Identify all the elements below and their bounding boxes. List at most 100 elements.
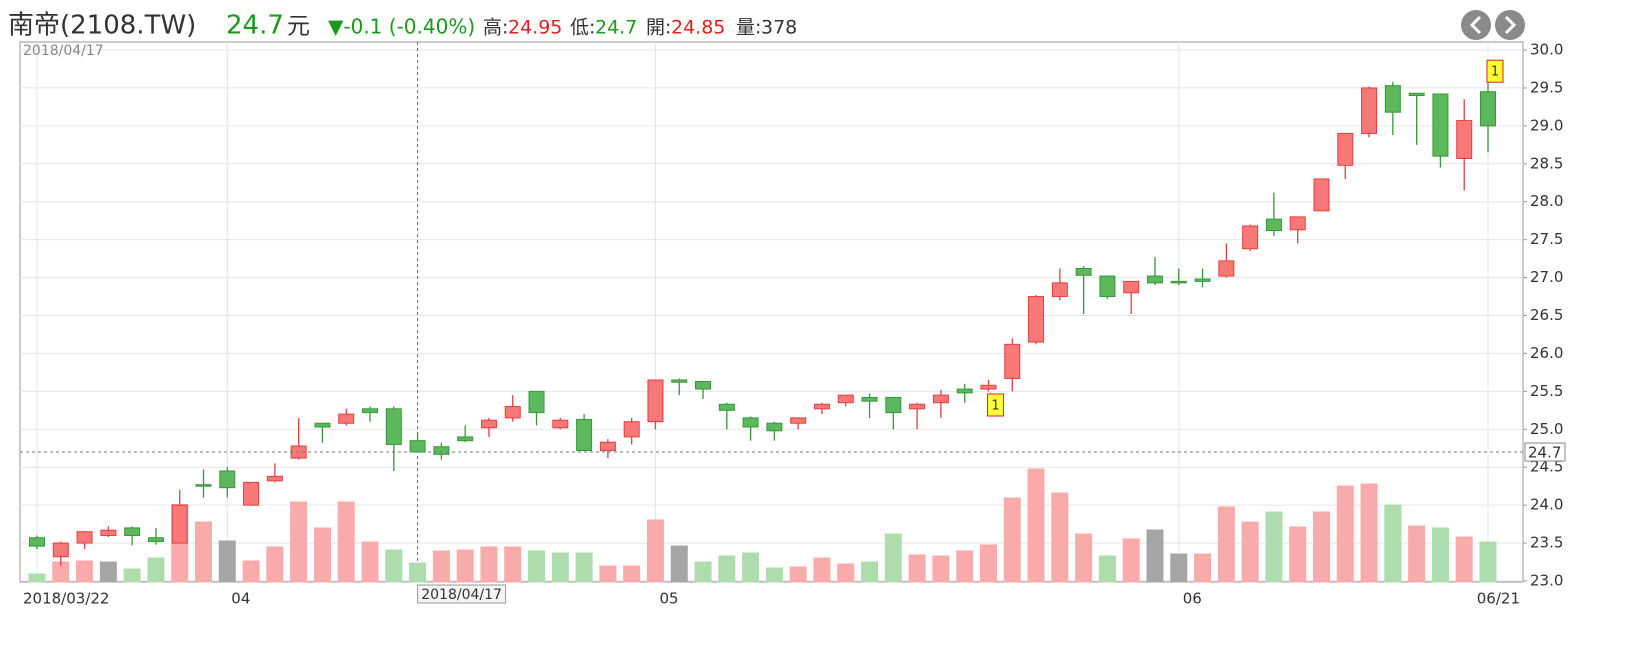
- volume-bar: [646, 519, 664, 583]
- y-tick-label: 28.5: [1530, 154, 1563, 172]
- candle-body: [623, 421, 640, 438]
- candle-body: [480, 419, 497, 429]
- candle-body: [1099, 275, 1116, 298]
- y-tick-label: 25.0: [1530, 420, 1563, 438]
- volume-bar: [1051, 492, 1069, 583]
- price-line-label: 24.7: [1528, 444, 1561, 462]
- candle-body: [980, 384, 997, 390]
- candle-body: [433, 446, 450, 455]
- candle-body: [1432, 93, 1449, 157]
- volume-bar: [861, 561, 879, 583]
- volume-bar: [789, 566, 807, 583]
- volume-bar: [242, 560, 260, 583]
- volume-bar: [1384, 504, 1402, 583]
- volume-bar: [1170, 553, 1188, 583]
- y-tick-label: 23.0: [1530, 572, 1563, 590]
- candle-body: [1194, 278, 1211, 282]
- stock-name: 南帝(2108.TW): [8, 11, 196, 41]
- volume-bar: [1122, 538, 1140, 583]
- candle-body: [409, 440, 426, 453]
- candle-body: [29, 537, 45, 547]
- candle-body: [100, 529, 117, 536]
- candle-body: [1051, 282, 1068, 298]
- x-tick-label: 05: [659, 590, 678, 608]
- volume-bar: [1241, 521, 1259, 583]
- price-line-box: [1524, 442, 1566, 462]
- x-tick-label: 04: [231, 590, 250, 608]
- y-tick-label: 24.0: [1530, 496, 1563, 514]
- candle-body: [1170, 280, 1187, 284]
- volume-bar: [195, 521, 213, 583]
- volume-bar: [480, 546, 498, 583]
- candle-body: [932, 394, 949, 404]
- x-tick-label: 2018/03/22: [23, 590, 109, 608]
- y-tick-label: 26.0: [1530, 344, 1563, 362]
- volume-bar: [1431, 527, 1449, 583]
- candle-body: [528, 390, 545, 414]
- volume-bar: [837, 563, 855, 583]
- candle-body: [1123, 280, 1140, 294]
- candle-body: [742, 417, 759, 428]
- volume-bar: [337, 501, 355, 583]
- volume-bar: [528, 550, 546, 583]
- open-label: 開:: [646, 17, 671, 39]
- grid: [20, 42, 1523, 582]
- volume-bar: [670, 545, 688, 583]
- candle-body: [1004, 343, 1021, 379]
- volume-bar: [599, 565, 617, 583]
- candle-body: [385, 408, 402, 445]
- volume-bar: [575, 552, 593, 583]
- y-tick-label: 29.0: [1530, 116, 1563, 134]
- crosshair-date: 2018/04/17: [421, 587, 502, 603]
- volume-bar: [1075, 533, 1093, 583]
- x-tick-label: 06/21: [1477, 590, 1520, 608]
- y-tick-label: 24.5: [1530, 458, 1563, 476]
- candle-body: [1218, 260, 1235, 277]
- volume-bar: [1146, 529, 1164, 583]
- high-label: 高:: [483, 17, 508, 39]
- candle-body: [1075, 267, 1092, 276]
- volume-bar: [266, 546, 284, 583]
- volume-bar: [456, 549, 474, 583]
- y-tick-label: 29.5: [1530, 78, 1563, 96]
- volume-bar: [742, 552, 760, 583]
- candle-body: [243, 481, 260, 506]
- candle-body: [718, 403, 735, 411]
- candle-body: [1337, 132, 1354, 166]
- candle-body: [790, 417, 807, 424]
- candle-body: [124, 527, 141, 536]
- high-value: 24.95: [508, 17, 562, 39]
- volume-bar: [28, 573, 46, 583]
- candle-body: [338, 413, 355, 424]
- candle-body: [956, 388, 973, 394]
- volume-bar: [1408, 525, 1426, 583]
- candle-body: [1456, 120, 1473, 159]
- event-marker: [1486, 59, 1504, 83]
- event-marker-label: 1: [991, 399, 999, 414]
- volume-bar: [1479, 541, 1497, 583]
- candle-body: [266, 475, 283, 482]
- price-change: ▼-0.1 (-0.40%): [328, 15, 475, 39]
- y-tick-label: 30.0: [1530, 41, 1563, 59]
- candle-body: [1408, 92, 1425, 97]
- volume-bar: [290, 501, 308, 583]
- candle-body: [1361, 87, 1378, 134]
- candle-body: [909, 403, 926, 410]
- candle-body: [195, 484, 212, 487]
- volume-bar: [361, 541, 379, 583]
- volume-bar: [1289, 526, 1307, 583]
- volume-bar: [551, 552, 569, 583]
- candle-body: [504, 406, 521, 419]
- volume-bar: [218, 540, 236, 583]
- next-button[interactable]: [1495, 10, 1525, 40]
- volume-bar: [123, 568, 141, 583]
- volume-bar: [99, 561, 117, 583]
- volume-bar: [1265, 511, 1283, 583]
- volume-bar: [956, 550, 974, 583]
- volume-bar: [432, 550, 450, 583]
- candle-body: [362, 408, 379, 414]
- volume-bar: [409, 562, 427, 583]
- prev-button[interactable]: [1461, 10, 1491, 40]
- y-tick-label: 28.0: [1530, 192, 1563, 210]
- volume-bar: [76, 560, 94, 583]
